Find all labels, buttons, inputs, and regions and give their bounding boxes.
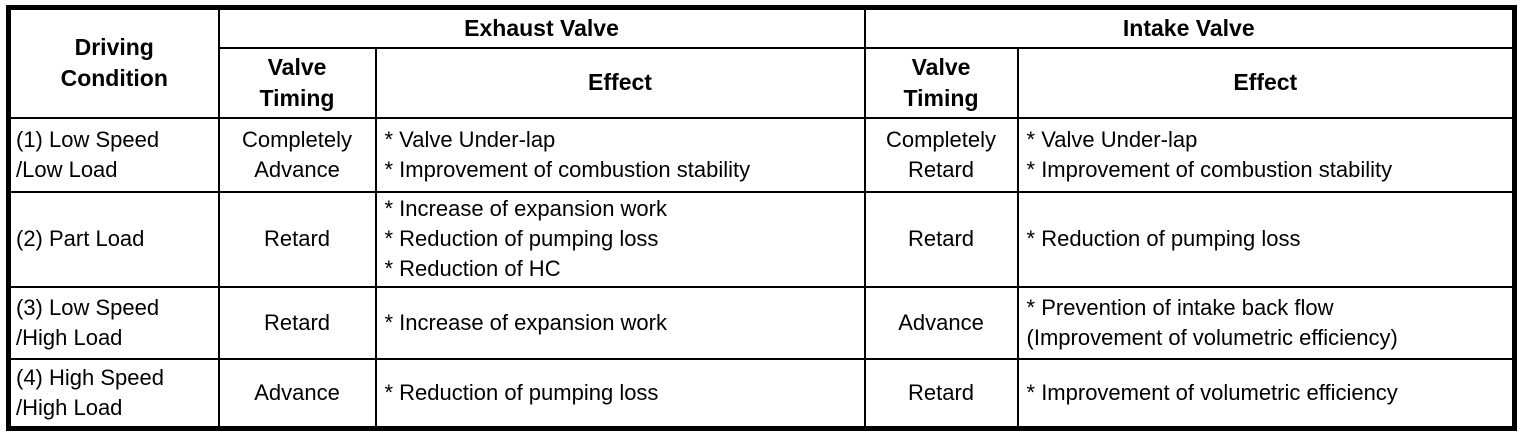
table-row-part-load: (2) Part Load Retard * Increase of expan…: [7, 190, 1516, 288]
intake-valve-timing-cell: Retard: [863, 190, 1019, 288]
header-driving-condition: Driving Condition: [7, 6, 220, 119]
intake-effect-cell: * Valve Under-lap * Improvement of combu…: [1016, 116, 1516, 193]
driving-condition-cell: (1) Low Speed /Low Load: [7, 116, 220, 193]
driving-condition-cell: (2) Part Load: [7, 190, 220, 288]
intake-valve-timing-cell: Completely Retard: [863, 116, 1019, 193]
header-intake-valve-group: Intake Valve: [863, 6, 1516, 49]
header-row-subcolumns: Valve Timing Effect Valve Timing Effect: [9, 46, 1516, 119]
driving-condition-cell: (4) High Speed /High Load: [7, 357, 220, 430]
intake-valve-timing-cell: Advance: [863, 285, 1019, 360]
exhaust-effect-cell: * Reduction of pumping loss: [374, 357, 866, 430]
valve-timing-table: Driving Condition Exhaust Valve Intake V…: [6, 5, 1518, 431]
header-intake-valve-timing: Valve Timing: [863, 46, 1019, 119]
exhaust-valve-timing-cell: Completely Advance: [217, 116, 377, 193]
header-intake-effect: Effect: [1016, 46, 1516, 119]
intake-valve-timing-cell: Retard: [863, 357, 1019, 430]
exhaust-effect-cell: * Increase of expansion work: [374, 285, 866, 360]
table-row-high-speed-high-load: (4) High Speed /High Load Advance * Redu…: [7, 357, 1516, 430]
intake-effect-cell: * Prevention of intake back flow (Improv…: [1016, 285, 1516, 360]
exhaust-valve-timing-cell: Retard: [217, 285, 377, 360]
header-exhaust-valve-group: Exhaust Valve: [217, 6, 866, 49]
exhaust-effect-cell: * Increase of expansion work * Reduction…: [374, 190, 866, 288]
header-exhaust-valve-timing: Valve Timing: [217, 46, 377, 119]
intake-effect-cell: * Improvement of volumetric efficiency: [1016, 357, 1516, 430]
table-row-low-speed-high-load: (3) Low Speed /High Load Retard * Increa…: [7, 285, 1516, 360]
header-exhaust-effect: Effect: [374, 46, 866, 119]
header-row-groups: Driving Condition Exhaust Valve Intake V…: [7, 6, 1516, 119]
intake-effect-cell: * Reduction of pumping loss: [1016, 190, 1516, 288]
exhaust-effect-cell: * Valve Under-lap * Improvement of combu…: [374, 116, 866, 193]
driving-condition-cell: (3) Low Speed /High Load: [7, 285, 220, 360]
exhaust-valve-timing-cell: Retard: [217, 190, 377, 288]
exhaust-valve-timing-cell: Advance: [217, 357, 377, 430]
table-row-low-speed-low-load: (1) Low Speed /Low Load Completely Advan…: [7, 116, 1516, 193]
